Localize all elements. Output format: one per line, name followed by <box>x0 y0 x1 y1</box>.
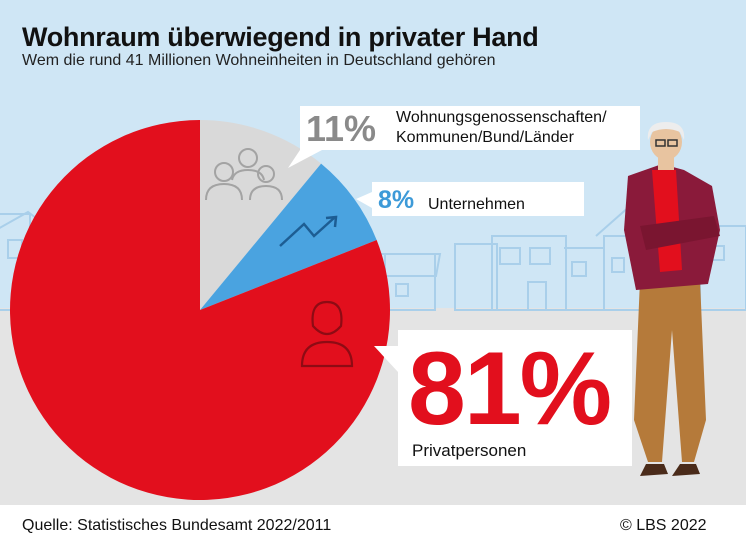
callout-companies <box>356 182 584 216</box>
chart-title: Wohnraum überwiegend in privater Hand <box>22 22 539 52</box>
slice-value-companies: 8% <box>378 186 415 214</box>
slice-label-companies: Unternehmen <box>428 196 525 213</box>
slice-label-private: Privatpersonen <box>412 441 527 460</box>
chart-subtitle: Wem die rund 41 Millionen Wohneinheiten … <box>22 52 496 69</box>
slice-label-cooperatives: Wohnungsgenossenschaften/ Kommunen/Bund/… <box>396 109 607 146</box>
callout-cooperatives <box>288 106 640 168</box>
group-of-people-icon <box>205 148 283 201</box>
person-icon <box>300 300 354 368</box>
slice-value-cooperatives: 11% <box>306 108 377 149</box>
footer-background <box>0 505 746 556</box>
copyright-note: © LBS 2022 <box>620 517 707 534</box>
source-note: Quelle: Statistisches Bundesamt 2022/201… <box>22 517 332 534</box>
slice-value-private: 81% <box>408 331 612 447</box>
pie-slice-private <box>10 120 391 500</box>
callout-private <box>374 330 632 466</box>
trend-arrow-icon <box>279 215 338 247</box>
pie-chart <box>10 120 391 500</box>
callouts <box>288 106 640 466</box>
man-illustration <box>624 122 720 476</box>
pie-slice-cooperatives <box>200 120 322 310</box>
